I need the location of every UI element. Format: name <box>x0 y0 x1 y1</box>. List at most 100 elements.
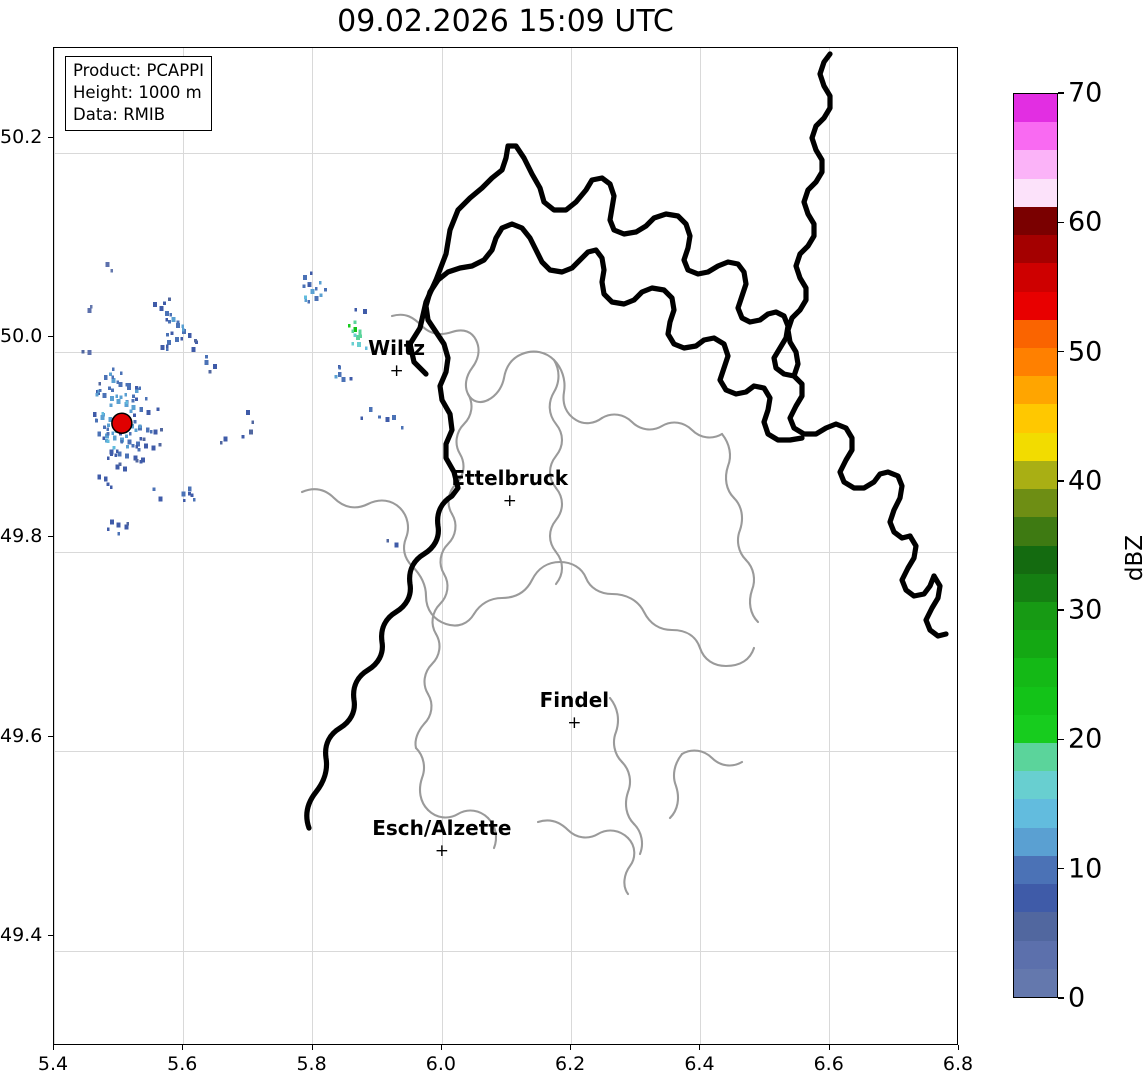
radar-echo-cell <box>109 449 114 455</box>
y-axis-tick-label: 49.4 <box>0 924 43 947</box>
luxembourg-outline <box>304 221 805 831</box>
radar-echo-cell <box>149 429 153 434</box>
radar-echo-cell <box>109 485 113 489</box>
radar-echo-cell <box>145 427 150 433</box>
colorbar-tick-label: 20 <box>1068 723 1103 755</box>
radar-echo-cell <box>134 428 138 433</box>
radar-echo-cell <box>168 320 171 324</box>
radar-echo-cell <box>212 363 217 369</box>
gridline-vertical <box>442 48 443 1044</box>
y-axis-tickmark <box>48 336 53 338</box>
radar-echo-cell <box>109 372 112 376</box>
radar-echo-cell <box>146 409 151 415</box>
radar-echo-cell <box>101 415 105 419</box>
radar-echo-cell <box>111 367 115 372</box>
radar-echo-cell <box>108 416 113 422</box>
radar-echo-cell <box>139 437 143 441</box>
gridline-vertical <box>829 48 830 1044</box>
info-height-line: Height: 1000 m <box>73 82 202 102</box>
radar-echo-cell <box>110 519 115 525</box>
radar-echo-cell <box>117 532 121 536</box>
gridline-horizontal <box>54 352 957 353</box>
radar-echo-cell <box>125 382 129 387</box>
radar-echo-cell <box>133 413 136 417</box>
radar-echo-cell <box>362 308 367 314</box>
colorbar-band <box>1014 884 1057 913</box>
colorbar-band <box>1014 432 1057 461</box>
radar-echo-cell <box>168 297 171 302</box>
radar-echo-cell <box>106 432 110 436</box>
x-axis-tick-label: 5.8 <box>296 1053 327 1075</box>
radar-echo-cell <box>106 427 110 432</box>
radar-echo-cell <box>115 449 119 453</box>
colorbar-band <box>1014 658 1057 687</box>
colorbar-band <box>1014 319 1057 348</box>
x-axis-tickmark <box>570 1045 572 1050</box>
radar-echo-cell <box>106 527 110 532</box>
info-product-line: Product: PCAPPI <box>73 61 204 80</box>
gridline-vertical <box>700 48 701 1044</box>
radar-echo-cell <box>349 377 353 381</box>
colorbar-tick-label: 50 <box>1068 336 1103 368</box>
radar-echo-cell <box>181 327 185 332</box>
radar-echo-cell <box>123 466 128 472</box>
radar-echo-cell <box>359 334 363 339</box>
radar-echo-cell <box>112 435 117 441</box>
radar-echo-cell <box>158 443 162 447</box>
radar-echo-cell <box>102 436 106 441</box>
colorbar-tick <box>1058 480 1064 482</box>
x-axis-tick-label: 6.2 <box>555 1053 586 1075</box>
radar-echo-cell <box>130 423 135 429</box>
radar-echo-cell <box>98 388 102 393</box>
radar-echo-cell <box>302 284 306 288</box>
radar-echo-cell <box>304 295 307 300</box>
colorbar-band <box>1014 404 1057 433</box>
radar-echo-cell <box>135 458 139 463</box>
radar-echo-cell <box>353 333 357 338</box>
x-axis-tick-label: 5.4 <box>37 1053 69 1075</box>
radar-echo-cell <box>170 331 174 335</box>
radar-echo-cell <box>176 322 181 328</box>
radar-echo-cell <box>219 440 223 445</box>
colorbar[interactable] <box>1013 93 1058 998</box>
radar-echo-cell <box>241 434 245 439</box>
radar-echo-cell <box>314 286 318 291</box>
colorbar-band <box>1014 460 1057 490</box>
radar-echo-cell <box>126 445 129 449</box>
radar-echo-cell <box>180 336 184 341</box>
radar-echo-cell <box>167 339 172 345</box>
radar-echo-cell <box>138 386 142 391</box>
radar-echo-cell <box>166 333 169 337</box>
colorbar-band <box>1014 855 1057 885</box>
radar-echo-cell <box>125 434 128 438</box>
radar-echo-cell <box>307 283 311 287</box>
radar-echo-cell <box>119 371 123 375</box>
radar-echo-cell <box>116 522 121 528</box>
colorbar-tick <box>1058 609 1064 611</box>
radar-echo-cell <box>351 342 355 346</box>
radar-echo-cell <box>394 542 399 548</box>
radar-echo-cell <box>171 316 176 322</box>
map-plot-area[interactable]: Product: PCAPPI Height: 1000 m Data: RMI… <box>53 47 958 1045</box>
radar-echo-cell <box>115 464 120 470</box>
colorbar-tick-label: 30 <box>1068 594 1103 626</box>
radar-echo-cell <box>124 401 129 407</box>
colorbar-band <box>1014 517 1057 546</box>
radar-echo-cell <box>114 453 118 457</box>
x-axis-tickmark <box>182 1045 184 1050</box>
radar-echo-cell <box>188 491 191 496</box>
radar-echo-cell <box>87 349 92 355</box>
radar-echo-cell <box>205 355 208 359</box>
y-axis-tickmark <box>48 735 53 737</box>
radar-echo-cell <box>108 386 111 390</box>
radar-echo-cell <box>133 455 138 461</box>
x-axis-tickmark <box>53 1045 54 1050</box>
radar-echo-cell <box>357 341 362 347</box>
radar-echo-cell <box>347 324 351 328</box>
radar-echo-cell <box>135 397 138 401</box>
radar-echo-cell <box>106 456 110 461</box>
colorbar-band <box>1014 206 1057 236</box>
radar-echo-cell <box>98 381 102 386</box>
radar-echo-cell <box>109 403 113 407</box>
product-info-box: Product: PCAPPI Height: 1000 m Data: RMI… <box>65 56 212 131</box>
